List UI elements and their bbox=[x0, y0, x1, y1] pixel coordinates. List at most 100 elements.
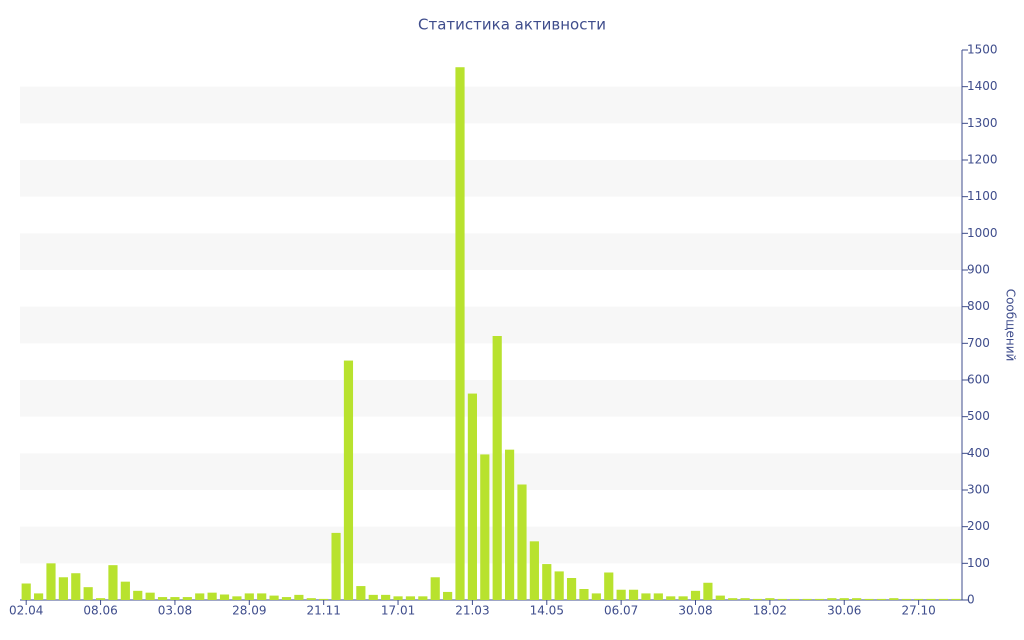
bar bbox=[405, 596, 416, 600]
bar bbox=[505, 449, 515, 600]
grid-band bbox=[20, 380, 962, 417]
bar bbox=[827, 598, 837, 600]
bar bbox=[71, 573, 81, 600]
bar bbox=[319, 598, 329, 600]
bar bbox=[926, 598, 936, 600]
y-tick-label: 0 bbox=[967, 593, 975, 607]
y-tick-label: 1500 bbox=[967, 43, 998, 57]
bar bbox=[207, 592, 217, 600]
bar bbox=[678, 596, 688, 600]
bar bbox=[331, 532, 341, 600]
bar bbox=[83, 587, 93, 600]
bar bbox=[901, 598, 911, 600]
bar bbox=[938, 598, 948, 600]
bar bbox=[790, 598, 800, 600]
bar bbox=[814, 598, 825, 600]
x-tick-label: 02.04 bbox=[9, 604, 43, 618]
bar bbox=[690, 590, 701, 600]
bar bbox=[752, 598, 763, 600]
bar bbox=[133, 590, 143, 600]
y-tick-label: 500 bbox=[967, 409, 990, 423]
bar bbox=[740, 598, 750, 600]
grid-band bbox=[20, 233, 962, 270]
x-tick-label: 08.06 bbox=[83, 604, 117, 618]
bar bbox=[777, 598, 787, 600]
grid-band bbox=[20, 86, 962, 124]
grid-band bbox=[20, 160, 962, 197]
bar bbox=[889, 598, 899, 600]
x-tick-label: 17.01 bbox=[381, 604, 415, 618]
bar bbox=[715, 595, 725, 600]
grid-band bbox=[20, 526, 962, 564]
bar bbox=[839, 598, 849, 600]
y-tick-label: 700 bbox=[967, 336, 990, 350]
y-axis-title: Сообщений bbox=[1004, 289, 1018, 362]
x-tick-label: 03.08 bbox=[158, 604, 192, 618]
bar bbox=[852, 598, 862, 600]
chart-title: Статистика активности bbox=[418, 16, 606, 34]
y-tick-label: 1200 bbox=[967, 153, 998, 167]
bar bbox=[703, 582, 713, 600]
y-tick-label: 300 bbox=[967, 483, 990, 497]
bar bbox=[492, 336, 502, 600]
bar bbox=[34, 593, 44, 600]
bar bbox=[157, 597, 168, 600]
bar bbox=[145, 592, 155, 600]
bar bbox=[182, 597, 192, 600]
x-tick-label: 21.11 bbox=[306, 604, 340, 618]
bar bbox=[616, 589, 626, 600]
bar bbox=[641, 593, 651, 600]
bar bbox=[467, 393, 477, 600]
x-tick-label: 30.06 bbox=[827, 604, 861, 618]
bar bbox=[219, 594, 230, 600]
y-tick-label: 1000 bbox=[967, 226, 998, 240]
x-tick-label: 21.03 bbox=[455, 604, 489, 618]
y-tick-label: 100 bbox=[967, 556, 990, 570]
bar bbox=[21, 583, 31, 600]
grid-band bbox=[20, 306, 962, 344]
x-tick-label: 06.07 bbox=[604, 604, 638, 618]
bar bbox=[108, 565, 118, 600]
bar bbox=[343, 360, 354, 600]
bar bbox=[579, 589, 589, 600]
bar bbox=[170, 597, 180, 600]
y-tick-label: 1100 bbox=[967, 189, 998, 203]
bar bbox=[876, 598, 887, 600]
bar bbox=[368, 594, 378, 600]
bar bbox=[628, 589, 639, 600]
bar bbox=[281, 597, 292, 600]
bar bbox=[306, 598, 316, 600]
bar bbox=[566, 578, 577, 600]
bar bbox=[864, 598, 874, 600]
y-tick-label: 1400 bbox=[967, 79, 998, 93]
bar bbox=[480, 454, 490, 600]
bar bbox=[294, 594, 304, 600]
bar bbox=[430, 577, 440, 600]
bar bbox=[58, 577, 68, 600]
bar bbox=[195, 593, 205, 600]
y-tick-label: 1300 bbox=[967, 116, 998, 130]
bar bbox=[381, 594, 391, 600]
x-tick-label: 14.05 bbox=[530, 604, 564, 618]
bar bbox=[554, 571, 564, 600]
bar bbox=[951, 598, 961, 600]
x-tick-label: 27.10 bbox=[901, 604, 935, 618]
bar bbox=[666, 596, 676, 600]
bar bbox=[443, 591, 453, 600]
bar bbox=[269, 595, 279, 600]
bar bbox=[765, 598, 775, 600]
bar bbox=[529, 541, 539, 600]
x-tick-label: 28.09 bbox=[232, 604, 266, 618]
bar bbox=[591, 593, 601, 600]
bar bbox=[604, 572, 614, 600]
bar bbox=[517, 484, 527, 600]
bar bbox=[393, 596, 403, 600]
bar bbox=[802, 598, 812, 600]
bar bbox=[418, 596, 428, 600]
bar bbox=[120, 581, 130, 600]
bar bbox=[46, 563, 56, 600]
bar bbox=[356, 586, 366, 600]
y-tick-label: 800 bbox=[967, 299, 990, 313]
bar bbox=[455, 67, 465, 600]
